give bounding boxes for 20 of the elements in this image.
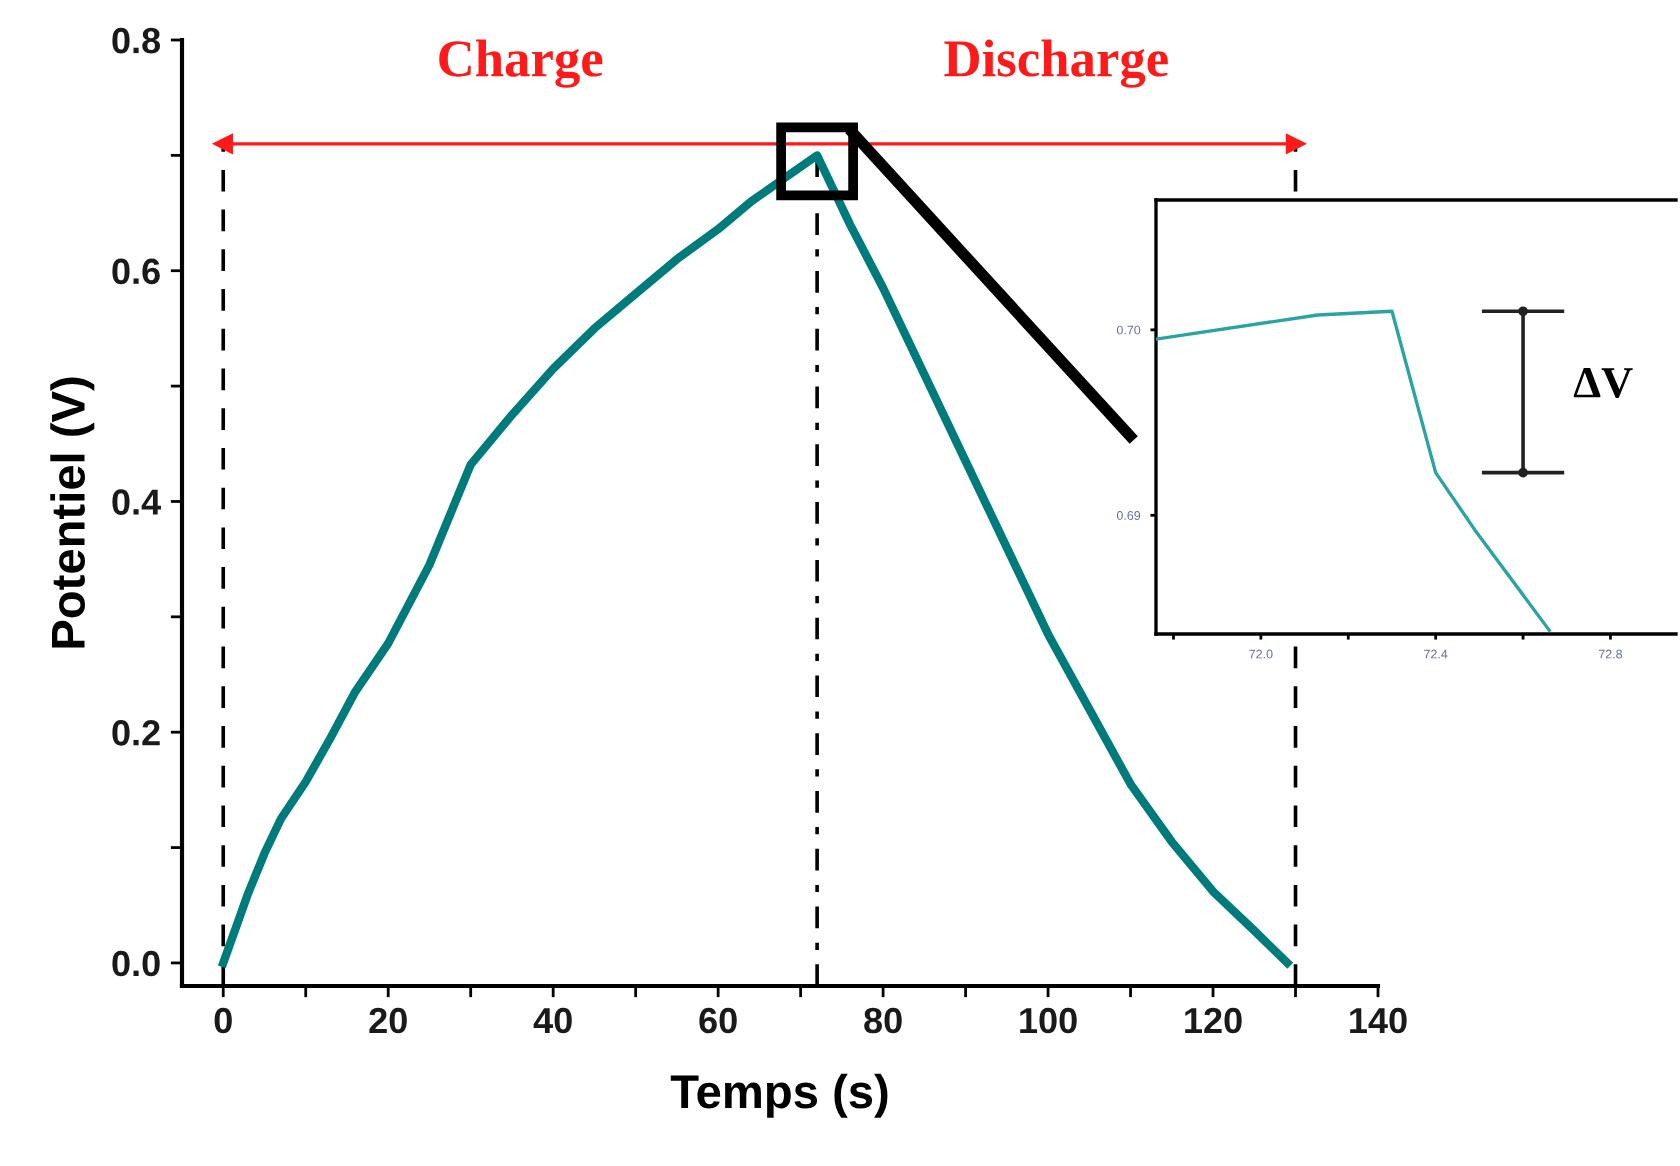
x-tick-label: 140 [1350,1007,1407,1034]
x-tick-label: 0 [214,1007,232,1034]
x-tick-label: 80 [864,1007,902,1034]
y-tick-label: 0.6 [112,258,160,285]
y-tick-label: 0.0 [112,950,160,977]
y-tick-label: 0.2 [112,720,160,746]
y-axis-title: Potentiel (V) [50,377,95,648]
line-series [1156,309,1551,632]
y-tick-label: 0.4 [112,489,161,515]
x-tick-label: 20 [369,1007,407,1034]
x-tick-label: 40 [533,1007,572,1034]
annotation: Charge [439,39,603,88]
annotation: ΔV [1573,367,1633,398]
y-tick-label: 0.8 [112,27,161,54]
line-series [219,151,1292,968]
x-tick-label: 60 [699,1007,737,1034]
x-tick-label: 100 [1020,1007,1077,1034]
annotation: Discharge [944,39,1168,88]
x-tick-label: 120 [1185,1007,1242,1034]
x-axis-title: Temps (s) [670,1073,888,1118]
